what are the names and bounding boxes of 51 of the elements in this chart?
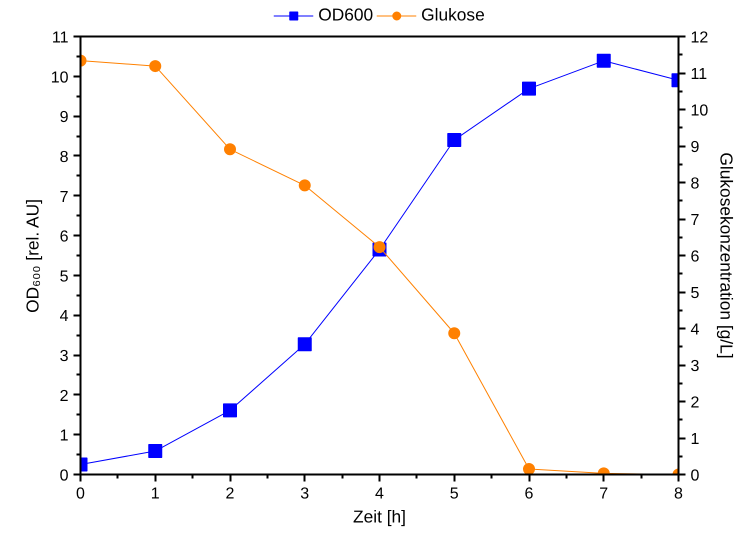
point (148, 444, 162, 458)
y2-tick-label: 10 (690, 102, 708, 120)
x-tick-label: 5 (450, 486, 459, 502)
y2-axis-title: Glukosekonzentration [g/L] (716, 152, 736, 359)
y2-tick-label: 3 (690, 358, 700, 375)
x-axis-title: Zeit [h] (353, 506, 406, 526)
legend-label: Glukose (421, 4, 485, 26)
point (374, 241, 386, 254)
point (447, 133, 462, 148)
point (298, 179, 311, 192)
point (224, 143, 236, 156)
x-tick-label: 1 (150, 486, 160, 502)
point (149, 60, 162, 72)
x-tick-label: 2 (226, 486, 235, 502)
y-tick-label: 1 (60, 428, 69, 445)
y2-tick-label: 6 (690, 248, 700, 266)
point (523, 463, 535, 474)
y-axis-title: OD₆₀₀ [rel. AU] (22, 199, 43, 313)
y2-tick-label: 1 (690, 431, 700, 448)
y2-tick-label: 0 (690, 468, 700, 484)
x-tick-label: 3 (300, 486, 310, 502)
y-tick-label: 10 (50, 69, 69, 86)
legend-label: OD600 (318, 4, 374, 26)
y-tick-label: 0 (60, 468, 69, 484)
y2-tick-label: 4 (690, 322, 700, 338)
y-tick-label: 5 (60, 268, 69, 286)
y2-tick-label: 11 (690, 66, 708, 83)
y2-tick-label: 5 (690, 285, 700, 302)
y2-tick-label: 9 (690, 139, 700, 156)
y-tick-label: 8 (60, 148, 69, 166)
y-tick-label: 7 (60, 188, 69, 206)
y-tick-label: 9 (60, 109, 69, 126)
point (522, 82, 536, 96)
y2-tick-label: 7 (690, 212, 700, 229)
x-tick-label: 6 (524, 486, 534, 502)
y-tick-label: 11 (52, 30, 69, 46)
point (223, 403, 237, 418)
x-tick-label: 8 (674, 486, 684, 502)
y-tick-label: 2 (60, 388, 69, 405)
y-tick-label: 6 (60, 228, 69, 246)
point (448, 327, 460, 340)
y-tick-label: 3 (60, 348, 69, 366)
y2-tick-label: 12 (690, 30, 708, 46)
y2-tick-label: 2 (690, 394, 700, 412)
point (596, 54, 611, 68)
y2-tick-label: 8 (690, 176, 700, 192)
x-tick-label: 4 (375, 486, 384, 502)
y-tick-label: 4 (60, 308, 69, 326)
x-tick-label: 0 (76, 486, 86, 502)
point (298, 337, 312, 352)
x-tick-label: 7 (599, 486, 608, 502)
